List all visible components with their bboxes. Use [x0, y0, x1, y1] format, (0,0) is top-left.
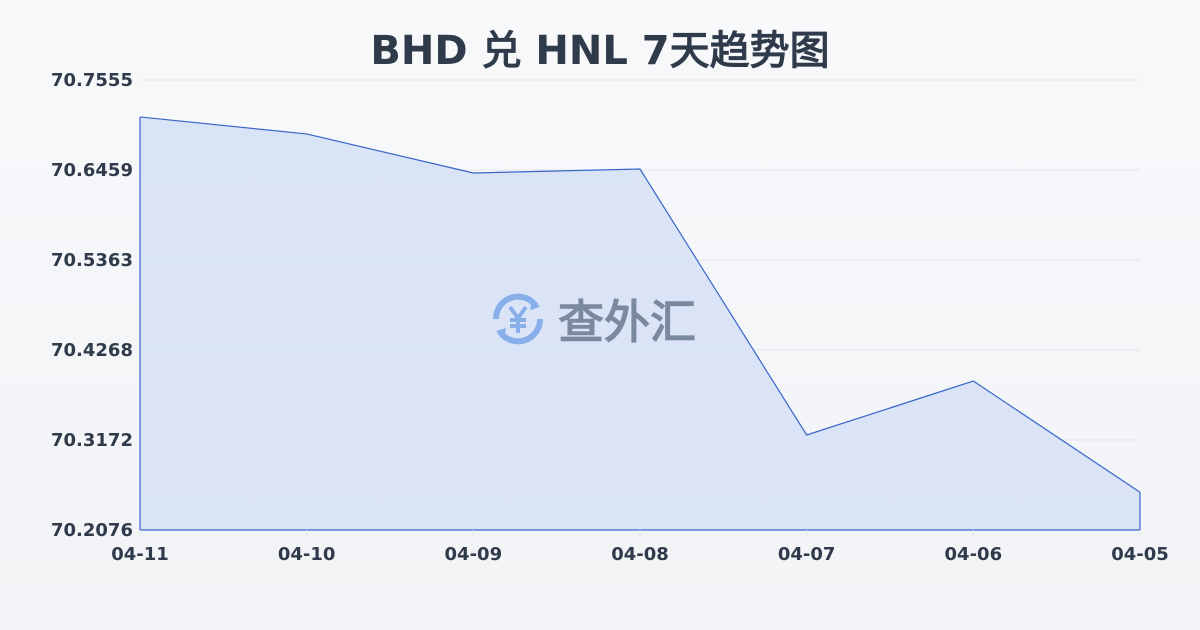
x-tick-label: 04-11 [111, 544, 169, 565]
area-fill [140, 116, 1140, 531]
y-tick-label: 70.3172 [51, 430, 133, 451]
x-tick-label: 04-08 [611, 544, 669, 565]
x-tick-label: 04-05 [1111, 544, 1169, 565]
x-tick-label: 04-09 [445, 544, 503, 565]
yen-exchange-icon [492, 293, 544, 345]
y-tick-label: 70.7555 [51, 70, 133, 91]
watermark: 查外汇 [488, 286, 696, 352]
watermark-text: 查外汇 [558, 295, 696, 349]
x-tick-label: 04-10 [278, 544, 336, 565]
x-tick-label: 04-07 [778, 544, 836, 565]
y-tick-label: 70.5363 [51, 250, 133, 271]
chart-title: BHD 兑 HNL 7天趋势图 [370, 28, 830, 74]
x-tick-label: 04-06 [945, 544, 1003, 565]
y-tick-label: 70.4268 [51, 340, 133, 361]
y-tick-label: 70.2076 [51, 520, 133, 541]
y-tick-label: 70.6459 [51, 160, 133, 181]
